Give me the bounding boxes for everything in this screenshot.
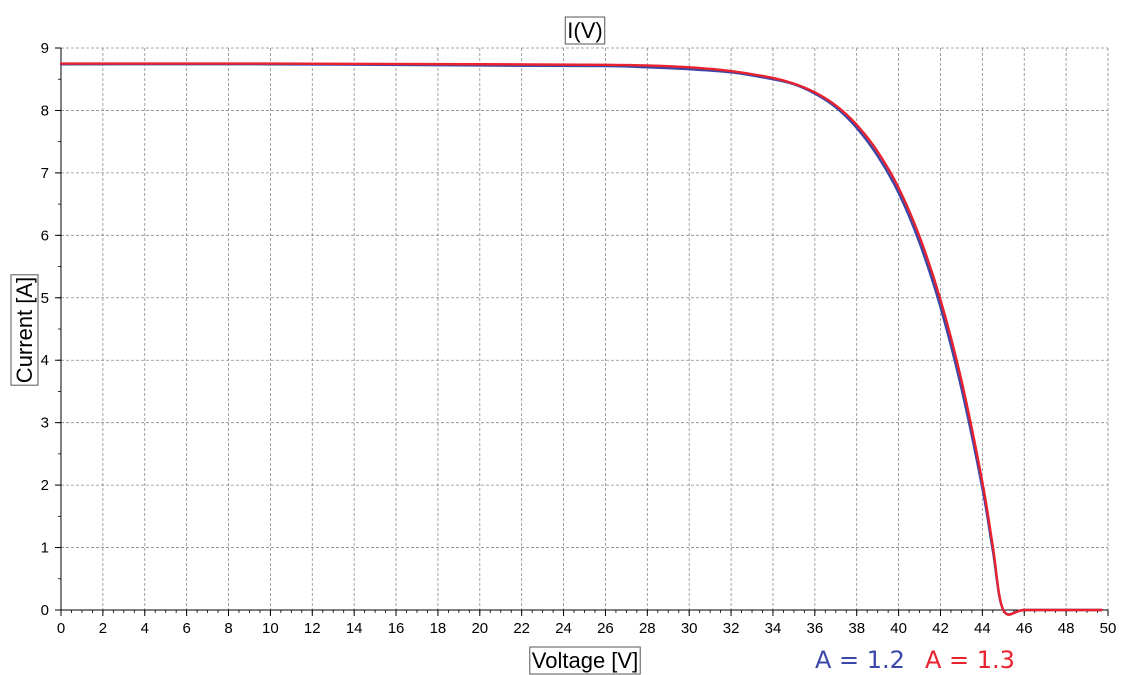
x-tick-label: 30: [681, 620, 698, 637]
x-tick-label: 40: [890, 620, 907, 637]
y-tick-label: 9: [41, 40, 49, 57]
x-tick-label: 42: [932, 620, 949, 637]
y-tick-label: 4: [41, 352, 49, 369]
y-tick-label: 7: [41, 165, 49, 182]
y-tick-label: 1: [41, 540, 49, 557]
x-tick-label: 8: [224, 620, 232, 637]
y-tick-label: 0: [41, 602, 49, 619]
legend-entry-a12: A = 1.2: [815, 646, 905, 674]
y-tick-label: 6: [41, 227, 49, 244]
y-tick-label: 8: [41, 102, 49, 119]
x-tick-label: 16: [388, 620, 405, 637]
chart-title-box: [564, 16, 606, 45]
x-tick-label: 50: [1100, 620, 1117, 637]
x-tick-label: 2: [99, 620, 107, 637]
x-tick-label: 26: [597, 620, 614, 637]
grid: [61, 47, 1109, 610]
x-tick-label: 6: [182, 620, 190, 637]
x-tick-label: 36: [806, 620, 823, 637]
axes: 0 2 4 6 8 10 12 14 16 18 20 22 24 26 28 30 32 34 36 38 40 42 4…: [41, 40, 1117, 637]
x-tick-label: 48: [1058, 620, 1075, 637]
x-tick-label: 44: [974, 620, 991, 637]
x-tick-label: 46: [1016, 620, 1033, 637]
x-tick-label: 32: [723, 620, 740, 637]
x-tick-label: 38: [848, 620, 865, 637]
x-tick-label: 14: [346, 620, 363, 637]
series-line-1: [59, 62, 1103, 616]
x-axis-label: Voltage [V]: [532, 648, 638, 673]
y-axis-label-box: [10, 274, 39, 386]
x-tick-label: 22: [513, 620, 530, 637]
x-tick-label: 20: [471, 620, 488, 637]
y-tick-label: 5: [41, 290, 49, 307]
x-tick-label: 34: [765, 620, 782, 637]
x-tick-label: 4: [141, 620, 149, 637]
x-tick-label: 18: [430, 620, 447, 637]
series-group: [59, 62, 1103, 616]
legend-entry-a13: A = 1.3: [925, 646, 1015, 674]
x-tick-label: 24: [555, 620, 572, 637]
x-tick-label: 28: [639, 620, 656, 637]
x-tick-label: 10: [262, 620, 279, 637]
x-tick-label: 0: [57, 620, 65, 637]
y-tick-label: 3: [41, 415, 49, 432]
x-axis-label-box: [529, 646, 641, 675]
series-line-0: [59, 62, 1103, 616]
x-tick-label: 12: [304, 620, 321, 637]
y-tick-label: 2: [41, 477, 49, 494]
chart-title: I(V): [567, 18, 602, 43]
y-axis-label: Current [A]: [12, 277, 37, 383]
